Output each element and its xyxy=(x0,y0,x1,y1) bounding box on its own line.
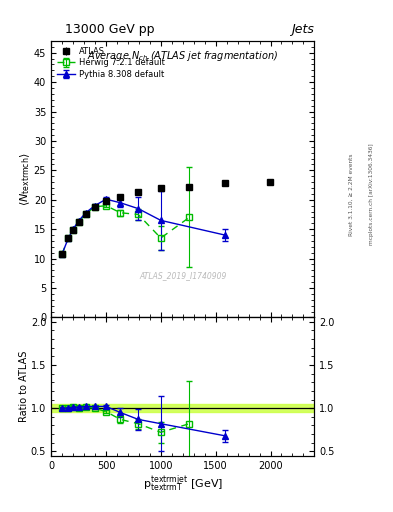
Legend: ATLAS, Herwig 7.2.1 default, Pythia 8.308 default: ATLAS, Herwig 7.2.1 default, Pythia 8.30… xyxy=(55,45,166,80)
Text: mcplots.cern.ch [arXiv:1306.3436]: mcplots.cern.ch [arXiv:1306.3436] xyxy=(369,144,374,245)
Text: ATLAS_2019_I1740909: ATLAS_2019_I1740909 xyxy=(139,271,226,281)
Y-axis label: Ratio to ATLAS: Ratio to ATLAS xyxy=(20,351,29,422)
Text: 13000 GeV pp: 13000 GeV pp xyxy=(65,23,155,36)
Y-axis label: $\langle N_{\rm textrm{ch}}\rangle$: $\langle N_{\rm textrm{ch}}\rangle$ xyxy=(19,152,32,206)
Bar xyxy=(51,404,314,413)
Text: Rivet 3.1.10, ≥ 2.2M events: Rivet 3.1.10, ≥ 2.2M events xyxy=(349,153,354,236)
X-axis label: p$_{\rm textrm{T}}^{\rm textrm{jet}}$ [GeV]: p$_{\rm textrm{T}}^{\rm textrm{jet}}$ [G… xyxy=(143,473,223,494)
Text: Jets: Jets xyxy=(292,23,314,36)
Text: Average N$_{\mathregular{ch}}$ (ATLAS jet fragmentation): Average N$_{\mathregular{ch}}$ (ATLAS je… xyxy=(87,49,278,63)
